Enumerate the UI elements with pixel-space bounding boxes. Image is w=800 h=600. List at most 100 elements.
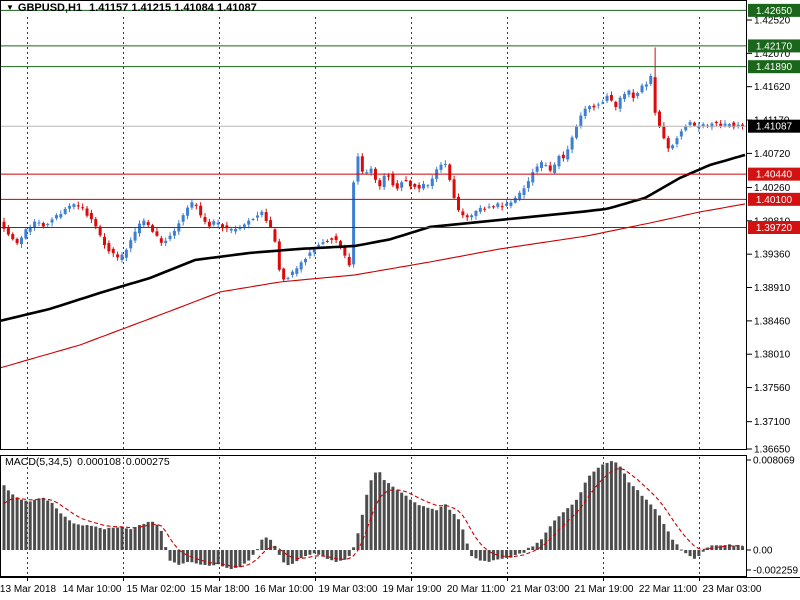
macd-histogram-bar [387, 483, 391, 550]
macd-histogram-bar [229, 550, 233, 570]
macd-histogram-bar [679, 549, 683, 551]
candle-body [417, 184, 421, 189]
candle-body [63, 208, 67, 214]
price-badge[interactable]: 1.42650 [748, 3, 800, 17]
candle-body [325, 240, 329, 242]
candle-body [400, 182, 404, 188]
price-badge[interactable]: 1.39720 [748, 220, 800, 234]
time-label: 21 Mar 03:00 [511, 584, 570, 595]
time-label: 13 Mar 2018 [0, 584, 57, 595]
candle-body [478, 207, 482, 212]
macd-histogram-bar [89, 525, 93, 550]
candle-body [596, 104, 600, 106]
candle-body [566, 149, 570, 160]
candle-body [41, 223, 45, 227]
candle-body [212, 221, 216, 225]
macd-histogram-bar [623, 473, 627, 550]
candle-body [330, 238, 334, 240]
macd-histogram-bar [723, 545, 727, 550]
macd-histogram-bar [269, 539, 273, 550]
macd-histogram-bar [282, 550, 286, 563]
candle-body [675, 138, 679, 145]
candle-body [741, 124, 745, 127]
candle-body [37, 222, 41, 224]
macd-histogram-bar [221, 550, 224, 567]
macd-histogram-bar [216, 550, 220, 565]
macd-histogram-bar [247, 550, 251, 561]
candle-body [456, 196, 460, 211]
macd-histogram-bar [172, 550, 176, 563]
macd-histogram-bar [98, 527, 102, 550]
candle-body [94, 219, 98, 227]
macd-histogram-bar [50, 502, 54, 550]
macd-histogram-bar [513, 550, 517, 555]
macd-histogram-bar [72, 523, 76, 550]
pane-borders [0, 0, 800, 578]
collapse-arrow-icon[interactable]: ▼ [6, 3, 14, 12]
candle-body [264, 212, 268, 221]
candle-body [290, 271, 294, 276]
macd-histogram-bar [426, 507, 430, 550]
price-badge-label: 1.41890 [756, 62, 793, 73]
macd-histogram-bar [155, 524, 159, 550]
candle-body [46, 223, 50, 225]
macd-histogram-bar [456, 519, 460, 550]
price-badge-label: 1.40100 [756, 195, 793, 206]
macd-histogram-bar [343, 550, 347, 560]
level-lines-layer [0, 9, 746, 228]
macd-histogram-bar [107, 527, 111, 550]
price-badge: 1.41087 [748, 119, 800, 133]
candle-body [190, 202, 194, 208]
candle-body [614, 101, 618, 107]
candle-body [229, 228, 233, 231]
macd-histogram-bar [15, 497, 19, 550]
macd-histogram-bar [570, 504, 574, 550]
candle-body [443, 163, 447, 165]
macd-histogram-bar [54, 508, 58, 550]
macd-histogram-bar [540, 539, 544, 550]
price-badge[interactable]: 1.41890 [748, 60, 800, 74]
candle-body [522, 188, 526, 195]
candle-body [181, 215, 185, 222]
time-label: 23 Mar 03:00 [703, 584, 762, 595]
macd-histogram-bar [557, 516, 561, 550]
candle-body [732, 122, 736, 128]
macd-histogram-bar [199, 550, 203, 565]
candle-body [238, 227, 242, 229]
macd-histogram-bar [518, 550, 522, 554]
macd-histogram-bar [242, 550, 246, 564]
candle-body [531, 172, 535, 183]
candle-body [452, 179, 456, 198]
macd-histogram-bar [41, 497, 45, 550]
price-badge-box [748, 192, 800, 206]
macd-histogram-bar [675, 544, 679, 550]
macd-histogram-bar [146, 521, 150, 550]
macd-histogram-bar [662, 523, 666, 550]
price-badge[interactable]: 1.40440 [748, 167, 800, 181]
macd-histogram-bar [391, 486, 395, 550]
candle-body [273, 229, 277, 242]
macd-histogram-bar [338, 550, 342, 561]
candle-body [164, 240, 168, 243]
candle-body [684, 126, 688, 131]
macd-histogram-bar [168, 550, 172, 561]
macd-histogram-bar [614, 462, 618, 550]
candle-body [636, 93, 640, 97]
price-badge[interactable]: 1.40100 [748, 192, 800, 206]
macd-histogram-bar [631, 486, 635, 550]
price-tick-label: 1.40260 [754, 183, 791, 194]
price-badge[interactable]: 1.42170 [748, 39, 800, 53]
macd-histogram-bar [400, 492, 404, 550]
candle-body [295, 268, 299, 274]
candle-body [430, 178, 434, 187]
macd-histogram-bar [474, 550, 478, 559]
candle-body [491, 206, 495, 208]
candle-body [151, 225, 155, 232]
macd-indicator-label: MACD(5,34,5) 0.000108 0.000275 [5, 456, 175, 468]
macd-histogram-bar [505, 550, 509, 558]
macd-histogram-bar [225, 550, 229, 568]
candle-body [11, 234, 15, 240]
candle-body [470, 215, 474, 218]
macd-histogram-bar [544, 532, 548, 550]
